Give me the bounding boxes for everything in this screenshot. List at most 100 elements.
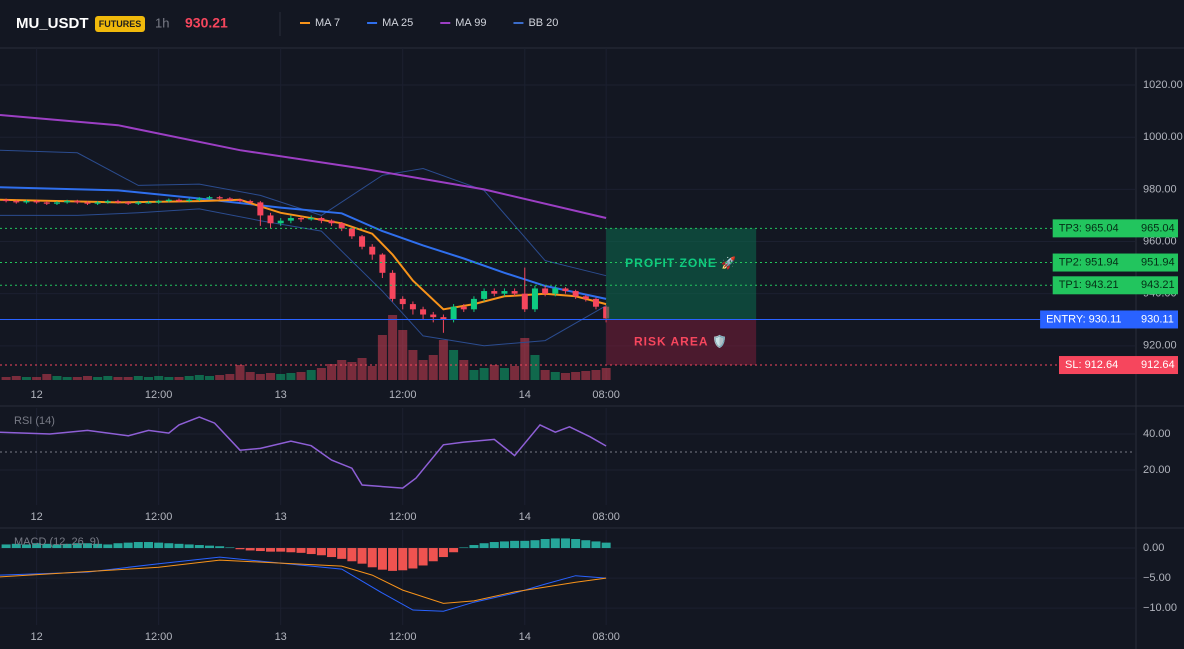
volume-bar xyxy=(571,372,581,380)
volume-bar xyxy=(82,376,92,380)
zone xyxy=(606,319,757,366)
candle-body xyxy=(430,314,437,318)
histogram-bar xyxy=(327,548,337,558)
panel-title: RSI (14) xyxy=(14,415,55,427)
badge: FUTURES xyxy=(99,19,142,29)
histogram-bar xyxy=(377,548,387,570)
macd-line xyxy=(0,556,607,612)
volume-bar xyxy=(479,368,489,380)
histogram-bar xyxy=(21,544,31,549)
candle-body xyxy=(104,201,111,203)
level-badge xyxy=(1052,276,1178,295)
candle-body xyxy=(501,291,508,294)
y-tick-label: 20.00 xyxy=(1143,464,1171,476)
histogram-bar xyxy=(123,542,133,549)
histogram-bar xyxy=(530,540,540,549)
badge-bg xyxy=(95,16,145,32)
histogram-bar xyxy=(215,546,225,549)
candle-body xyxy=(379,254,386,273)
candle-body xyxy=(552,288,559,294)
histogram-bar xyxy=(42,543,52,549)
candle-body xyxy=(43,202,50,204)
volume-bar xyxy=(184,376,194,380)
legend-label: MA 25 xyxy=(382,17,413,29)
volume-bar xyxy=(215,375,225,380)
candle-body xyxy=(572,291,579,297)
histogram-bar xyxy=(174,543,184,549)
volume-bar xyxy=(72,377,82,380)
candle-body xyxy=(521,293,528,310)
x-tick-label: 08:00 xyxy=(592,511,620,523)
histogram-bar xyxy=(72,543,82,549)
histogram-bar xyxy=(52,544,62,549)
y-tick-label: 980.00 xyxy=(1143,183,1177,195)
level-label: TP1: 943.21 xyxy=(1059,279,1119,291)
volume-bar xyxy=(560,373,570,380)
volume-bar xyxy=(408,350,418,380)
histogram-bar xyxy=(205,545,215,549)
candle-body xyxy=(338,223,345,229)
candle-body xyxy=(13,201,20,203)
x-tick-label: 12 xyxy=(30,389,42,401)
y-tick-label: −5.00 xyxy=(1143,572,1171,584)
histogram-bar xyxy=(113,543,123,549)
histogram-bar xyxy=(550,538,560,549)
volume-bar xyxy=(489,365,499,380)
histogram-bar xyxy=(560,538,570,549)
candle-body xyxy=(94,202,101,204)
volume-bar xyxy=(296,372,306,380)
interval: 1h xyxy=(155,15,169,30)
volume-bar xyxy=(42,374,52,380)
histogram-bar xyxy=(469,545,479,549)
level-label: TP3: 965.04 xyxy=(1059,222,1119,234)
candle-body xyxy=(542,288,549,294)
histogram-bar xyxy=(398,548,408,571)
histogram-bar xyxy=(408,548,418,569)
level-value: 943.21 xyxy=(1141,279,1175,291)
histogram-bar xyxy=(581,540,591,549)
histogram-bar xyxy=(316,548,326,556)
x-tick-label: 12:00 xyxy=(145,511,173,523)
candle-body xyxy=(114,201,121,203)
volume-bar xyxy=(438,340,448,380)
histogram-bar xyxy=(286,548,296,553)
histogram-bar xyxy=(306,548,316,555)
candle-body xyxy=(145,202,152,204)
volume-bar xyxy=(510,366,520,380)
histogram-bar xyxy=(164,543,174,549)
histogram-bar xyxy=(571,539,581,549)
candle-body xyxy=(450,306,457,320)
macd-line xyxy=(0,559,607,604)
histogram-bar xyxy=(337,548,347,559)
volume-bar xyxy=(164,377,174,380)
histogram-bar xyxy=(143,542,153,549)
y-tick-label: 1000.00 xyxy=(1143,131,1183,143)
zone xyxy=(606,228,757,320)
x-tick-label: 12:00 xyxy=(389,511,417,523)
histogram-bar xyxy=(449,548,459,553)
histogram-bar xyxy=(296,548,306,553)
histogram-bar xyxy=(428,548,438,562)
histogram-bar xyxy=(154,542,164,549)
candle-body xyxy=(64,201,71,203)
rsi-line xyxy=(0,416,607,489)
volume-bar xyxy=(428,355,438,380)
candle-body xyxy=(511,291,518,294)
volume-bar xyxy=(306,370,316,380)
volume-bar xyxy=(194,375,204,380)
y-tick-label: 0.00 xyxy=(1143,542,1164,554)
candle-body xyxy=(491,291,498,294)
candle-body xyxy=(206,197,213,199)
histogram-bar xyxy=(255,548,265,552)
x-tick-label: 12:00 xyxy=(145,631,173,643)
histogram-bar xyxy=(601,542,611,549)
candle-body xyxy=(135,202,142,204)
candle-body xyxy=(257,202,264,216)
candle-body xyxy=(186,199,193,202)
volume-bar xyxy=(581,371,591,380)
histogram-bar xyxy=(540,539,550,549)
histogram-bar xyxy=(459,547,469,549)
histogram-bar xyxy=(347,548,357,562)
x-tick-label: 12 xyxy=(30,631,42,643)
